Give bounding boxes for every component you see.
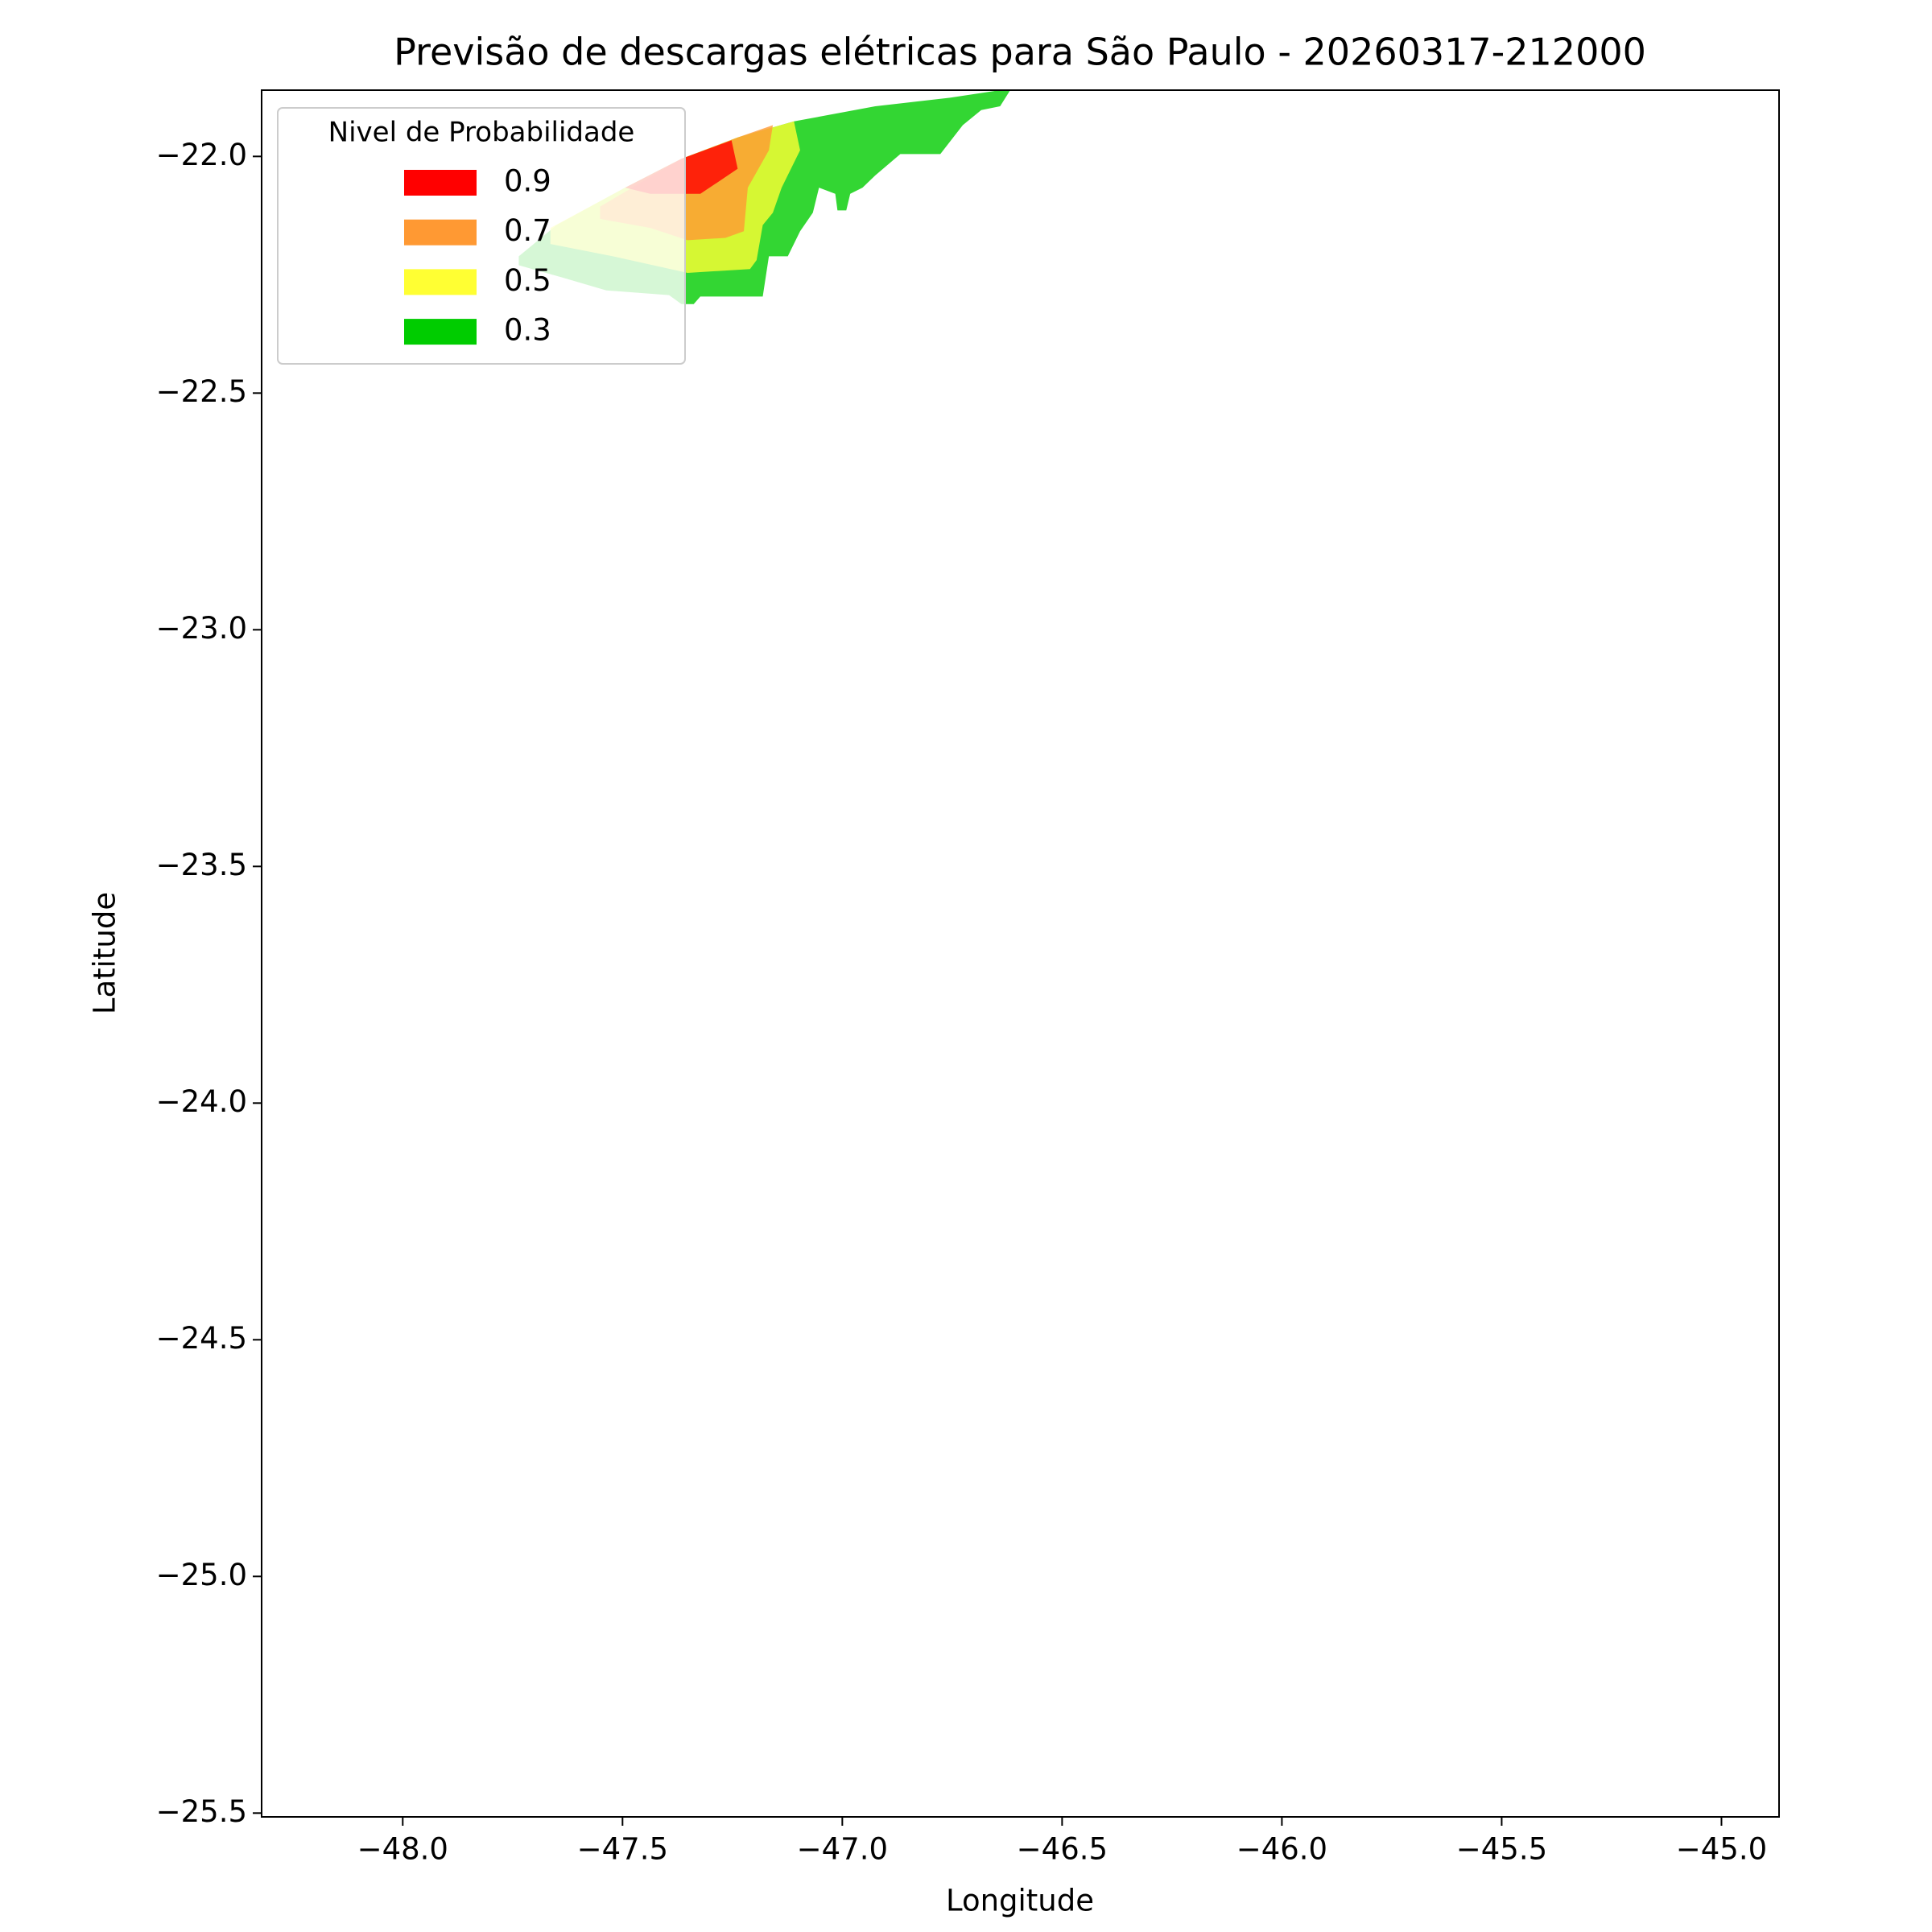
- x-tick-label: −46.0: [1236, 1832, 1327, 1867]
- x-tick-label: −45.0: [1676, 1832, 1767, 1867]
- y-tick-label: −23.0: [156, 611, 247, 646]
- legend-swatch: [404, 269, 477, 295]
- legend-swatch: [404, 170, 477, 196]
- legend-title: Nivel de Probabilidade: [328, 117, 635, 149]
- x-tick-label: −47.5: [577, 1832, 668, 1867]
- chart-title: Previsão de descargas elétricas para São…: [394, 31, 1646, 74]
- y-tick-label: −24.0: [156, 1084, 247, 1119]
- legend-label: 0.5: [504, 263, 551, 298]
- x-tick-label: −45.5: [1456, 1832, 1547, 1867]
- y-tick-label: −24.5: [156, 1321, 247, 1356]
- x-tick-label: −46.5: [1017, 1832, 1108, 1867]
- y-tick-label: −23.5: [156, 848, 247, 882]
- x-axis-label: Longitude: [946, 1884, 1094, 1918]
- x-tick-label: −48.0: [357, 1832, 448, 1867]
- legend-swatch: [404, 219, 477, 246]
- y-tick-label: −22.0: [156, 138, 247, 172]
- legend-box: [277, 107, 686, 365]
- legend-label: 0.3: [504, 313, 551, 348]
- x-tick-label: −47.0: [797, 1832, 888, 1867]
- y-tick-label: −22.5: [156, 374, 247, 409]
- y-tick-label: −25.5: [156, 1794, 247, 1829]
- y-tick-label: −25.0: [156, 1558, 247, 1592]
- y-axis-label: Latitude: [88, 892, 122, 1014]
- plot-frame: [261, 89, 1780, 1818]
- legend-label: 0.9: [504, 164, 551, 199]
- legend-swatch: [404, 319, 477, 345]
- legend-label: 0.7: [504, 213, 551, 248]
